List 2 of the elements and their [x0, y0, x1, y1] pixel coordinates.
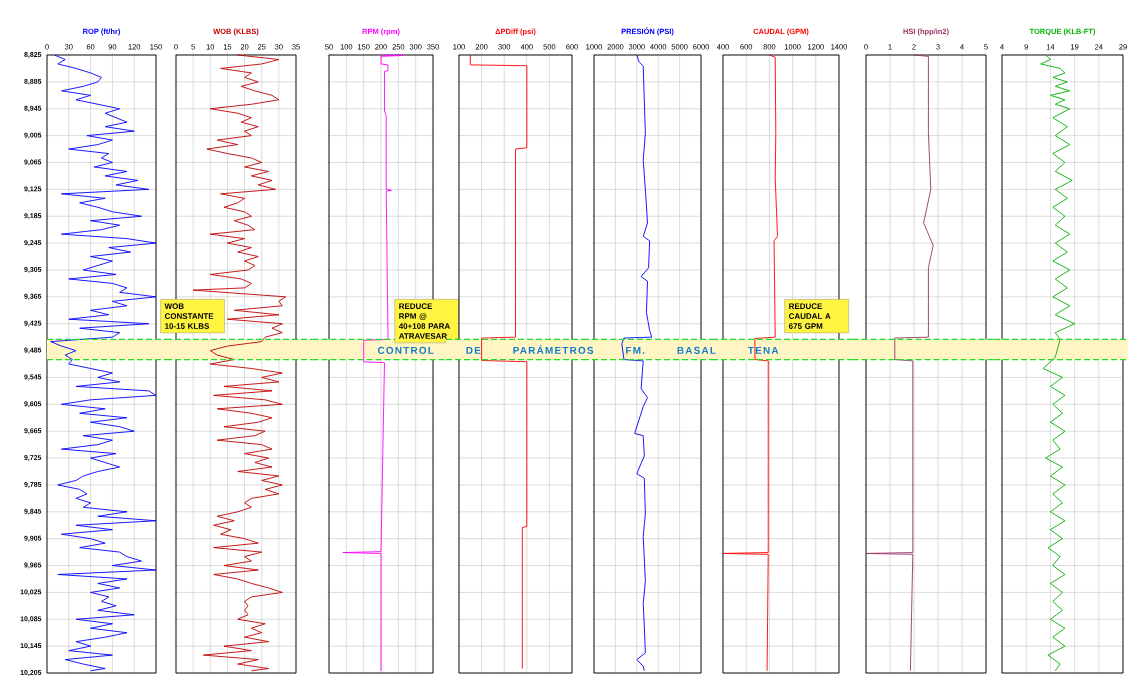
annotation: CONTROL DE PARÁMETROS FM. BASAL TENA	[377, 344, 779, 354]
line-series	[50, 54, 157, 672]
